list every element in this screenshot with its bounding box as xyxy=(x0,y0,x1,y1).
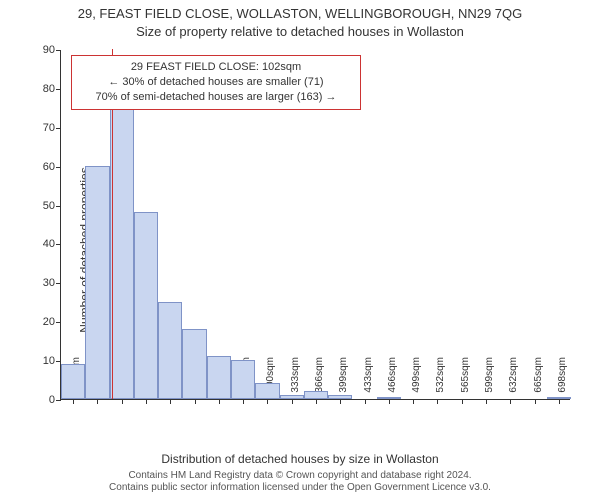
histogram-bar xyxy=(231,360,255,399)
histogram-bar xyxy=(158,302,182,399)
y-tick-label: 50 xyxy=(25,200,61,212)
y-tick-label: 70 xyxy=(25,122,61,134)
histogram-bar xyxy=(328,395,352,399)
y-tick-label: 20 xyxy=(25,316,61,328)
annotation-box: 29 FEAST FIELD CLOSE: 102sqm ← 30% of de… xyxy=(71,55,361,110)
histogram-bar xyxy=(304,391,328,399)
y-tick-label: 80 xyxy=(25,83,61,95)
y-tick-label: 40 xyxy=(25,238,61,250)
x-tick-label: 599sqm xyxy=(484,357,495,405)
x-tick-label: 632sqm xyxy=(508,357,519,405)
x-tick-label: 532sqm xyxy=(435,357,446,405)
y-tick-label: 10 xyxy=(25,355,61,367)
histogram-bar xyxy=(547,397,571,399)
chart-title-subtitle: Size of property relative to detached ho… xyxy=(0,24,600,39)
annotation-line: 29 FEAST FIELD CLOSE: 102sqm xyxy=(80,60,352,75)
plot-area: 29 FEAST FIELD CLOSE: 102sqm ← 30% of de… xyxy=(60,50,570,400)
histogram-bar xyxy=(61,364,85,399)
y-tick-label: 90 xyxy=(25,44,61,56)
histogram-bar xyxy=(134,212,158,399)
annotation-line: 70% of semi-detached houses are larger (… xyxy=(80,90,352,105)
chart-container: 29, FEAST FIELD CLOSE, WOLLASTON, WELLIN… xyxy=(0,0,600,500)
histogram-bar xyxy=(207,356,231,399)
y-tick-label: 60 xyxy=(25,161,61,173)
x-tick-label: 433sqm xyxy=(363,357,374,405)
x-tick-label: 499sqm xyxy=(411,357,422,405)
x-tick-label: 665sqm xyxy=(533,357,544,405)
histogram-bar xyxy=(182,329,206,399)
x-axis-label: Distribution of detached houses by size … xyxy=(0,452,600,466)
y-tick-label: 30 xyxy=(25,277,61,289)
histogram-bar xyxy=(85,166,109,399)
attribution-line: Contains HM Land Registry data © Crown c… xyxy=(0,470,600,482)
x-tick-label: 565sqm xyxy=(460,357,471,405)
histogram-bar xyxy=(377,397,401,399)
histogram-bar xyxy=(280,395,304,399)
y-tick-label: 0 xyxy=(25,394,61,406)
chart-title-address: 29, FEAST FIELD CLOSE, WOLLASTON, WELLIN… xyxy=(0,6,600,21)
annotation-line: ← 30% of detached houses are smaller (71… xyxy=(80,75,352,90)
attribution-text: Contains HM Land Registry data © Crown c… xyxy=(0,470,600,494)
histogram-bar xyxy=(255,383,279,399)
attribution-line: Contains public sector information licen… xyxy=(0,482,600,494)
